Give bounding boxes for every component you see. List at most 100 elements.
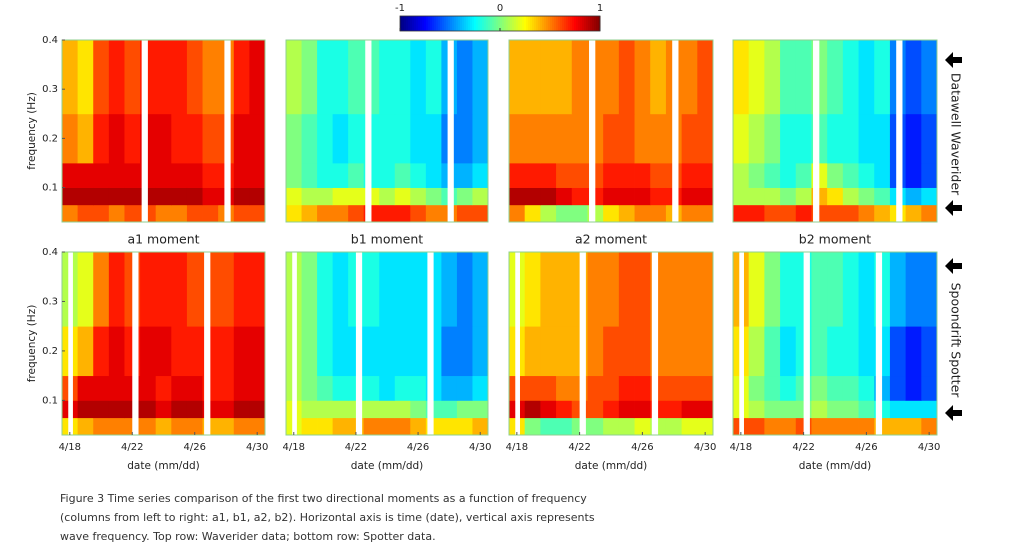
heatmap-cell [858,40,875,115]
heatmap-cell [681,187,698,206]
heatmap-cell [697,204,714,223]
colorbar-swatch [500,16,503,31]
heatmap-cell [795,40,812,115]
data-gap [204,252,211,435]
y-tick-label: 0.3 [42,84,58,95]
heatmap-cell [764,417,781,436]
data-gap [739,252,744,435]
heatmap-cell [171,187,188,206]
caption: Figure 3 Time series comparison of the f… [60,492,595,543]
heatmap-cell [603,252,620,327]
colorbar-swatch [422,16,425,31]
heatmap-cell [379,204,396,223]
heatmap-cell [155,187,172,206]
heatmap-cell [202,113,219,164]
data-gap [579,252,586,435]
colorbar-swatch [504,16,507,31]
heatmap-cell [780,40,797,115]
x-tick-label: 4/26 [407,442,429,453]
heatmap-cell [456,187,473,206]
heatmap-cell [425,204,442,223]
heatmap-cell [634,375,651,401]
heatmap-cell [665,326,683,377]
heatmap-cell [874,204,891,223]
heatmap-cell [795,162,812,188]
data-gap [355,252,363,435]
colorbar-swatch [568,16,571,31]
heatmap-cell [827,162,844,188]
heatmap-cell [842,400,859,419]
colorbar-swatch [410,16,413,31]
x-tick-label: 4/30 [246,442,268,453]
heatmap-cell [317,204,334,223]
heatmap-cell [842,113,859,164]
heatmap-cell [249,40,266,115]
heatmap-cell [905,162,922,188]
heatmap-cell [733,187,750,206]
colorbar-swatch [562,16,565,31]
heatmap-cell [634,162,651,188]
heatmap-cell [363,375,380,401]
heatmap-cell [379,162,396,188]
heatmap-cell [425,113,442,164]
heatmap-cell [921,187,938,206]
heatmap-cell [441,326,458,377]
heatmap-cell [249,417,266,436]
heatmap-cell [171,375,188,401]
heatmap-cell [524,40,541,115]
colorbar-swatch [484,16,487,31]
colorbar-swatch [584,16,587,31]
heatmap-cell [233,204,250,223]
heatmap-cell [186,187,203,206]
heatmap-cell [233,326,250,377]
heatmap-cell [540,326,557,377]
heatmap-cell [394,113,411,164]
heatmap-cell [524,187,541,206]
heatmap-cell [540,162,557,188]
heatmap-cell [379,375,396,401]
heatmap-cell [921,204,938,223]
heatmap-cell [77,204,94,223]
heatmap-cell [842,40,859,115]
heatmap-cell [171,400,188,419]
heatmap-cell [77,252,94,327]
heatmap-cell [681,417,698,436]
heatmap-cell [249,187,266,206]
colorbar-swatch [492,16,495,31]
arrow [945,258,962,274]
heatmap-cell [650,113,667,164]
heatmap-cell [681,252,698,327]
panel-frame [732,39,938,223]
heatmap-cell [77,417,94,436]
colorbar-swatch [430,16,433,31]
heatmap-cell [618,400,635,419]
heatmap-cell [394,400,411,419]
heatmap-cell [509,40,526,115]
heatmap-cell [618,326,635,377]
heatmap-cell [332,40,349,115]
heatmap-cell [77,375,94,401]
heatmap-cell [811,252,828,327]
heatmap-cell [62,113,79,164]
heatmap-cell [472,400,489,419]
heatmap-cell [410,417,427,436]
heatmap-cell [905,375,922,401]
heatmap-cell [108,187,125,206]
heatmap-cell [748,400,765,419]
heatmap-cell [317,40,334,115]
heatmap-cell [410,375,427,401]
heatmap-cell [332,204,349,223]
heatmap-cell [332,417,349,436]
heatmap-cell [665,252,683,327]
heatmap-cell [556,162,573,188]
heatmap-cell [286,187,302,206]
heatmap-cell [697,375,714,401]
heatmap-cell [456,252,473,327]
heatmap-cell [556,375,573,401]
x-tick-label: 4/26 [183,442,205,453]
heatmap-cell [124,162,141,188]
heatmap-cell [249,252,266,327]
heatmap-cell [681,204,698,223]
colorbar-swatch [476,16,479,31]
heatmap-cell [108,113,125,164]
